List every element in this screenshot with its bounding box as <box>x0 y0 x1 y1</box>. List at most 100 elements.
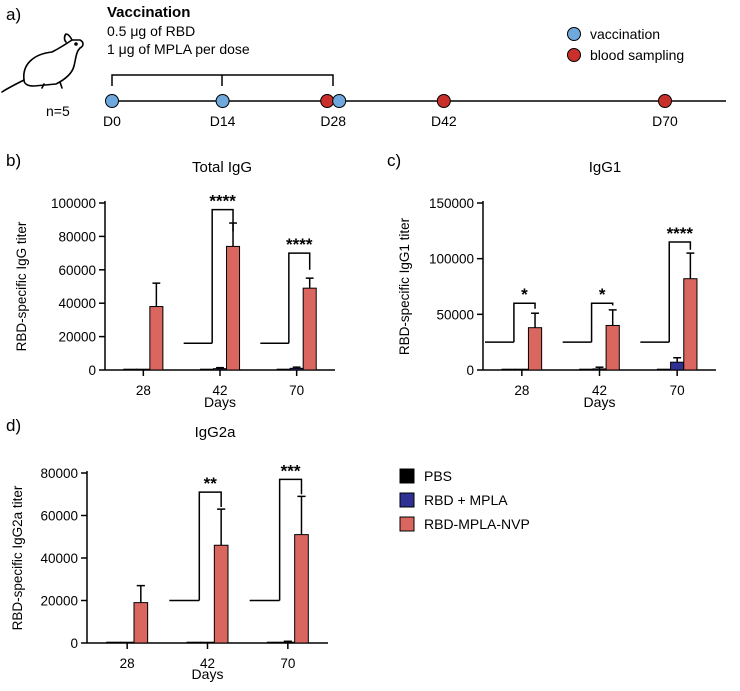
chart-igg1: c) IgG1 RBD-specific IgG1 titer 0 50000 10000… <box>387 151 716 410</box>
y-axis-label: RBD-specific IgG1 titer <box>397 217 412 355</box>
x-tick-label: 28 <box>120 656 135 671</box>
vaccination-legend-label: vaccination <box>590 26 660 42</box>
bar-rbd-mpla <box>592 368 607 371</box>
y-tick-label: 80000 <box>40 466 78 481</box>
panel-label: b) <box>6 151 21 170</box>
schedule-panel: a) Vaccination 0.5 μg of RBD 1 μg of MPL… <box>1 4 726 129</box>
timeline-day-label: D0 <box>103 113 121 129</box>
bar-pbs <box>656 368 672 371</box>
x-tick-label: 28 <box>136 383 151 398</box>
panel-label: d) <box>6 416 21 435</box>
bar-nvp <box>302 287 317 371</box>
significance-label: *** <box>281 461 301 480</box>
bar-pbs <box>501 368 516 371</box>
legend-swatch-nvp <box>399 516 415 532</box>
bar-pbs <box>579 368 594 371</box>
bar-rbd-mpla <box>514 368 529 371</box>
y-axis-label: RBD-specific IgG titer <box>14 221 29 351</box>
vaccination-heading: Vaccination <box>107 4 190 21</box>
y-tick-label: 20000 <box>58 330 96 345</box>
panel-label-a: a) <box>6 5 21 24</box>
legend-label: PBS <box>424 468 452 484</box>
y-tick-label: 60000 <box>58 263 96 278</box>
bar-nvp <box>226 245 241 371</box>
chart-title: IgG1 <box>589 159 622 176</box>
significance-label: **** <box>667 224 694 243</box>
significance-label: ** <box>204 474 218 493</box>
significance-label: * <box>599 285 606 304</box>
bar-pbs <box>123 368 138 371</box>
significance-bracket <box>668 241 692 343</box>
bar-pbs <box>199 368 214 371</box>
y-tick-label: 0 <box>88 363 96 378</box>
timeline-day-label: D70 <box>652 113 678 129</box>
bar-legend: PBS RBD + MPLA RBD-MPLA-NVP <box>399 468 530 532</box>
bar-nvp <box>683 278 698 371</box>
y-tick-label: 150000 <box>429 196 474 211</box>
timeline-day-label: D14 <box>210 113 236 129</box>
x-tick-label: 28 <box>514 383 529 398</box>
bar-nvp <box>527 327 543 371</box>
significance-bracket <box>590 302 614 343</box>
timeline-day-label: D42 <box>431 113 457 129</box>
bar-pbs <box>266 641 282 644</box>
y-tick-label: 80000 <box>58 229 96 244</box>
significance-bracket <box>198 491 222 601</box>
bar-rbd-mpla <box>212 368 228 371</box>
bar-rbd-mpla <box>289 367 304 371</box>
significance-bracket <box>288 252 311 344</box>
y-tick-label: 100000 <box>51 196 96 211</box>
significance-label: * <box>521 285 528 304</box>
bar-nvp <box>149 306 164 371</box>
bar-pbs <box>276 368 291 371</box>
y-tick-label: 20000 <box>40 594 78 609</box>
significance-bracket <box>278 478 303 601</box>
bar-rbd-mpla <box>200 641 215 644</box>
blood-sampling-marker <box>436 94 451 108</box>
blood-sampling-marker <box>320 94 335 108</box>
legend-label: RBD + MPLA <box>424 492 508 508</box>
sample-size-label: n=5 <box>46 103 70 119</box>
chart-total-igg: b) Total IgG RBD-specific IgG titer 0 20000 4… <box>6 151 335 410</box>
schedule-legend: vaccination blood sampling <box>567 26 684 63</box>
legend-swatch-pbs <box>399 468 415 484</box>
vaccination-marker <box>105 94 119 108</box>
blood-sampling-legend-dot <box>567 48 581 62</box>
x-tick-label: 42 <box>200 656 215 671</box>
bar-nvp <box>294 534 309 644</box>
x-axis-label: Days <box>204 394 236 410</box>
y-tick-label: 0 <box>466 363 474 378</box>
panel-label: c) <box>387 151 401 170</box>
chart-igg2a: d) IgG2a RBD-specific IgG2a titer 0 20000 400… <box>6 416 328 682</box>
y-tick-label: 40000 <box>40 551 78 566</box>
y-tick-label: 0 <box>70 636 78 651</box>
vaccination-mpla-dose: 1 μg of MPLA per dose <box>107 41 250 57</box>
legend-label: RBD-MPLA-NVP <box>424 516 530 532</box>
vaccination-marker <box>332 94 347 108</box>
chart-title: Total IgG <box>192 159 252 176</box>
timeline-day-label: D28 <box>320 113 346 129</box>
x-tick-label: 70 <box>280 656 295 671</box>
x-tick-label: 70 <box>670 383 685 398</box>
bar-rbd-mpla <box>670 361 685 371</box>
bar-rbd-mpla <box>119 641 135 644</box>
x-tick-label: 70 <box>289 383 304 398</box>
y-tick-label: 50000 <box>436 307 474 322</box>
bar-rbd-mpla <box>136 368 151 371</box>
x-axis-label: Days <box>584 394 616 410</box>
blood-sampling-legend-label: blood sampling <box>590 47 684 63</box>
significance-label: **** <box>286 235 313 254</box>
x-axis-label: Days <box>192 666 224 682</box>
bar-nvp <box>133 602 149 644</box>
mouse-icon <box>1 33 84 93</box>
chart-title: IgG2a <box>195 424 237 441</box>
vaccination-marker <box>215 94 230 108</box>
y-tick-label: 40000 <box>58 296 96 311</box>
blood-sampling-marker <box>658 94 672 108</box>
bar-pbs <box>186 641 202 644</box>
bar-nvp <box>605 324 620 371</box>
x-tick-label: 42 <box>592 383 607 398</box>
vaccination-rbd-dose: 0.5 μg of RBD <box>107 23 195 39</box>
legend-swatch-rbd-mpla <box>399 492 415 508</box>
